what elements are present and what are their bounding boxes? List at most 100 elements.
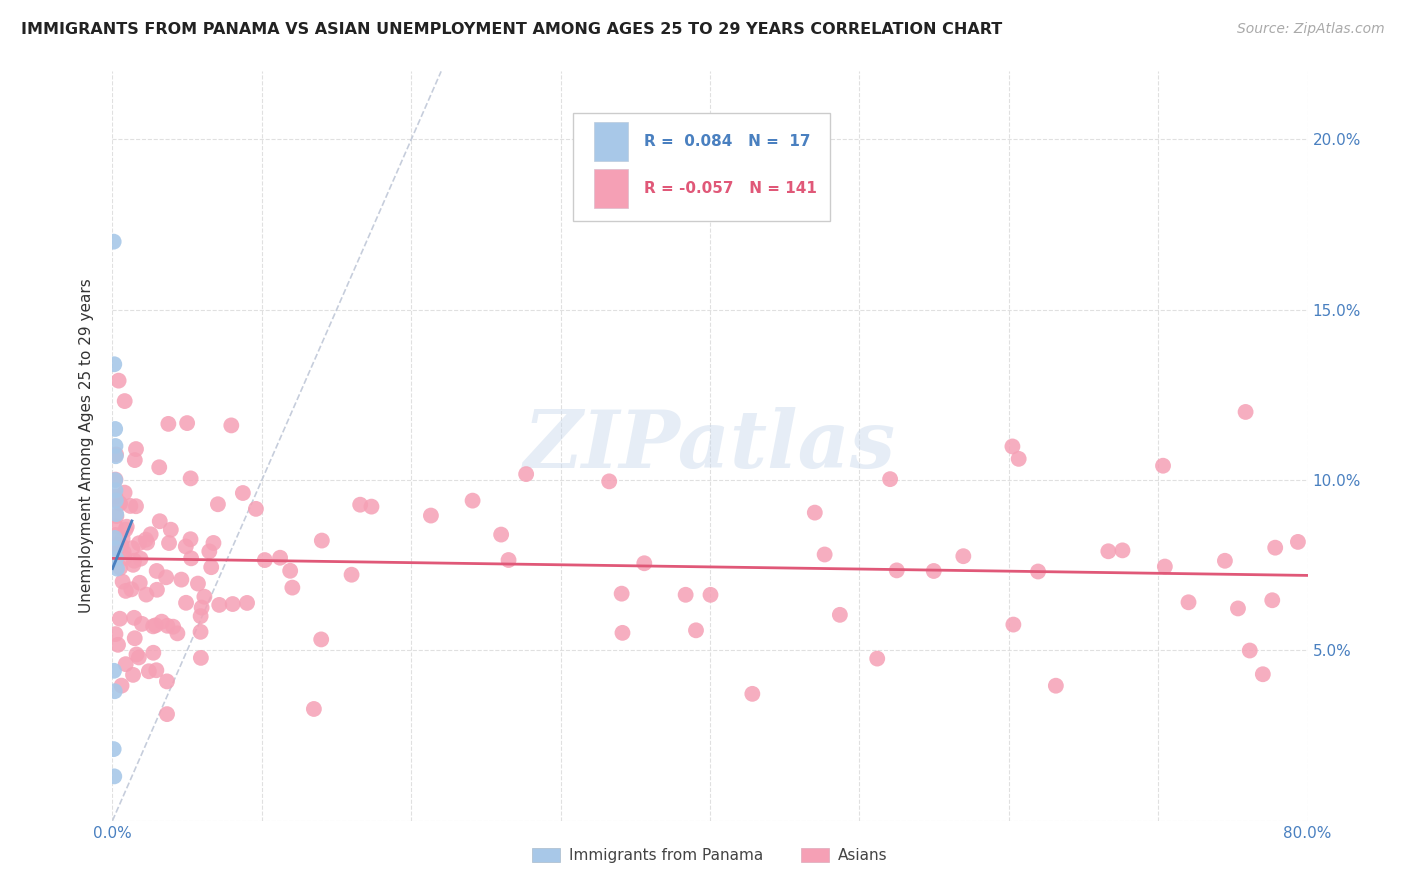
Point <box>103 769 125 783</box>
Point <box>120 499 142 513</box>
Point <box>104 439 127 453</box>
Point <box>1261 593 1284 607</box>
Point <box>174 540 197 554</box>
Point <box>105 541 128 555</box>
Point <box>114 550 136 565</box>
Point <box>1264 541 1286 555</box>
Point <box>170 573 193 587</box>
Point <box>685 624 707 638</box>
Point <box>112 545 135 559</box>
Point <box>360 500 382 514</box>
Point <box>142 619 165 633</box>
Point <box>157 536 180 550</box>
Text: Source: ZipAtlas.com: Source: ZipAtlas.com <box>1237 22 1385 37</box>
Point <box>866 651 889 665</box>
Point <box>349 498 371 512</box>
Point <box>104 473 127 487</box>
Point <box>814 548 837 562</box>
Point <box>125 500 148 514</box>
Y-axis label: Unemployment Among Ages 25 to 29 years: Unemployment Among Ages 25 to 29 years <box>79 278 94 614</box>
Point <box>1286 535 1309 549</box>
Point <box>110 561 132 575</box>
Point <box>309 632 332 647</box>
Point <box>1251 667 1274 681</box>
Point <box>110 539 132 553</box>
Point <box>157 417 180 431</box>
Point <box>114 583 136 598</box>
Point <box>149 514 172 528</box>
Point <box>114 657 136 672</box>
Point <box>103 742 125 756</box>
Point <box>136 535 159 549</box>
Point <box>419 508 441 523</box>
FancyBboxPatch shape <box>572 112 830 221</box>
FancyBboxPatch shape <box>595 169 627 208</box>
Point <box>253 553 276 567</box>
Point <box>1002 617 1025 632</box>
Point <box>105 508 128 523</box>
Point <box>193 590 215 604</box>
Point <box>156 619 179 633</box>
Point <box>1226 601 1249 615</box>
Point <box>190 600 212 615</box>
Point <box>340 567 363 582</box>
Point <box>104 531 127 545</box>
Point <box>104 519 127 533</box>
Point <box>232 486 254 500</box>
Point <box>174 596 197 610</box>
Point <box>190 609 212 624</box>
Point <box>135 588 157 602</box>
Point <box>515 467 537 482</box>
Point <box>1097 544 1119 558</box>
Point <box>598 475 620 489</box>
Point <box>922 564 945 578</box>
Point <box>207 497 229 511</box>
Point <box>104 483 127 498</box>
Point <box>198 544 221 558</box>
Point <box>302 702 325 716</box>
Point <box>105 447 128 461</box>
Point <box>105 561 128 575</box>
Point <box>122 611 145 625</box>
Point <box>180 551 202 566</box>
Point <box>1177 595 1199 609</box>
Point <box>886 563 908 577</box>
Point <box>179 533 201 547</box>
Point <box>111 574 134 589</box>
Point <box>245 501 267 516</box>
Point <box>128 575 150 590</box>
Point <box>221 597 243 611</box>
Point <box>105 551 128 566</box>
Point <box>1026 565 1049 579</box>
Point <box>146 582 169 597</box>
Point <box>115 520 138 534</box>
Point <box>145 663 167 677</box>
Point <box>162 620 184 634</box>
Point <box>105 507 128 521</box>
Point <box>108 496 131 510</box>
Point <box>190 624 212 639</box>
Point <box>190 651 212 665</box>
Point <box>103 235 125 249</box>
Point <box>129 551 152 566</box>
Point <box>741 687 763 701</box>
Point <box>103 664 125 678</box>
Point <box>156 674 179 689</box>
Point <box>180 471 202 485</box>
Point <box>104 473 127 487</box>
Point <box>142 646 165 660</box>
Point <box>122 558 145 572</box>
Point <box>176 416 198 430</box>
Point <box>489 527 512 541</box>
Point <box>1152 458 1174 473</box>
Point <box>108 612 131 626</box>
Point <box>145 564 167 578</box>
Point <box>278 564 301 578</box>
Point <box>114 523 136 537</box>
Point <box>121 541 143 556</box>
Point <box>138 665 160 679</box>
Point <box>128 650 150 665</box>
Point <box>610 587 633 601</box>
FancyBboxPatch shape <box>595 122 627 161</box>
Point <box>150 615 173 629</box>
